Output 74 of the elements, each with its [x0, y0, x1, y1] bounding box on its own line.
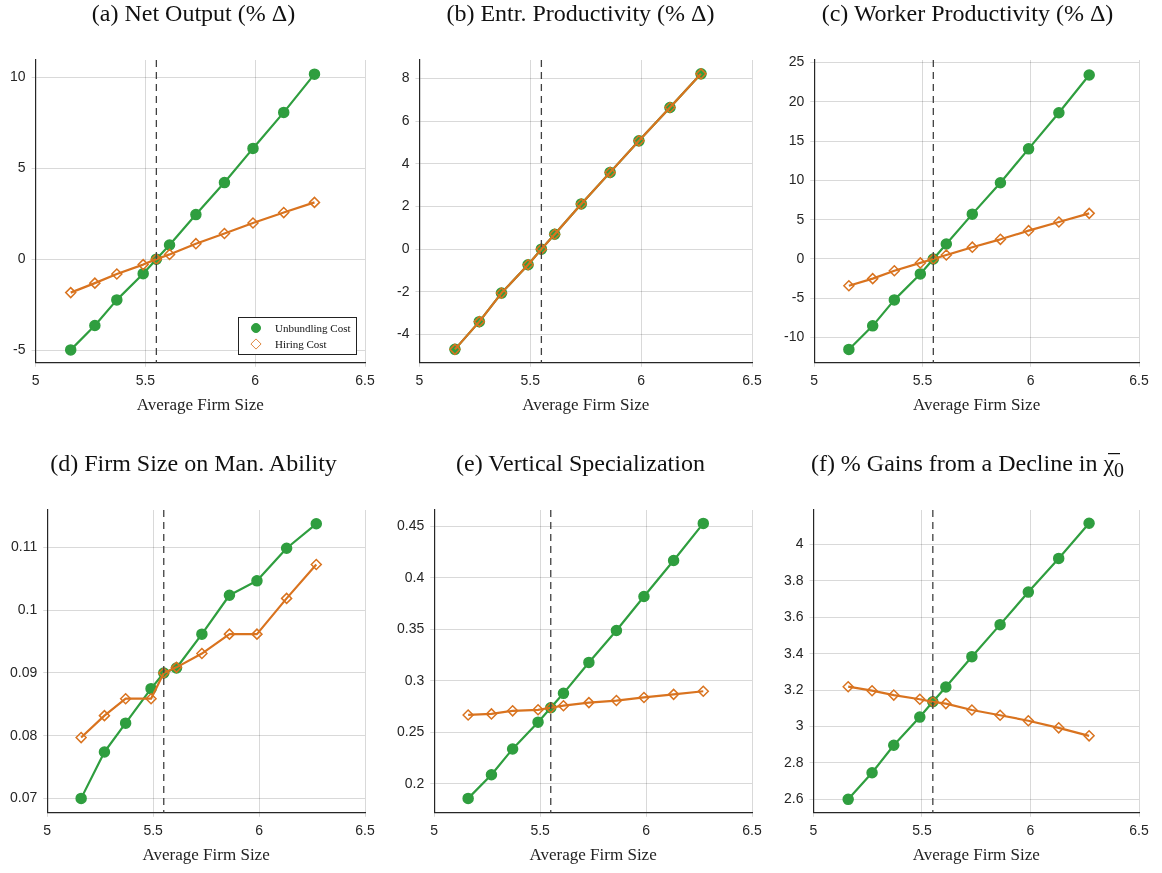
legend-label: Hiring Cost — [275, 337, 327, 350]
y-tick-label: 0.25 — [397, 723, 425, 740]
x-tick-label: 6 — [637, 372, 646, 389]
x-tick-label: 6.5 — [742, 822, 762, 839]
chart-title: (f) % Gains from a Decline in χ̅$_{0}$ — [809, 450, 1126, 482]
chart-title: (c) Worker Productivity (% Δ) — [820, 0, 1115, 27]
chart-title: (e) Vertical Specialization — [455, 450, 706, 477]
y-tick-label: -4 — [397, 325, 410, 342]
y-tick-label: 3.4 — [783, 644, 804, 661]
y-tick-label: 4 — [795, 535, 804, 552]
y-tick-label: 5 — [796, 210, 805, 227]
y-tick-label: 2 — [401, 197, 410, 214]
x-tick-label: 6 — [642, 822, 651, 839]
x-axis-title: Average Firm Size — [529, 845, 657, 865]
x-tick-label: 5 — [430, 822, 439, 839]
x-tick-label: 5.5 — [520, 372, 541, 389]
y-tick-label: 3.8 — [783, 571, 804, 588]
y-tick-label: 10 — [788, 171, 805, 188]
x-tick-label: 5.5 — [912, 372, 933, 389]
y-tick-label: 0.3 — [404, 671, 425, 688]
chart-title: (b) Entr. Productivity (% Δ) — [445, 0, 716, 27]
y-tick-label: 3.2 — [783, 681, 804, 698]
x-axis-title: Average Firm Size — [136, 395, 264, 415]
y-tick-label: 0.2 — [404, 774, 425, 791]
x-tick-label: 5 — [43, 822, 52, 839]
y-tick-label: 0.35 — [397, 620, 425, 637]
chart-title: (d) Firm Size on Man. Ability — [49, 450, 338, 477]
y-tick-label: -2 — [397, 282, 410, 299]
y-tick-label: 3 — [795, 717, 804, 734]
x-tick-label: 5.5 — [135, 372, 156, 389]
y-tick-label: -5 — [791, 289, 805, 306]
y-tick-label: 4 — [401, 154, 410, 171]
y-tick-label: 0.07 — [10, 789, 38, 806]
y-tick-label: 0.1 — [17, 601, 38, 618]
y-tick-label: 20 — [788, 92, 805, 109]
y-tick-label: 8 — [401, 69, 410, 86]
x-tick-label: 5.5 — [143, 822, 164, 839]
y-tick-label: 0.11 — [11, 538, 38, 555]
x-axis-title: Average Firm Size — [522, 395, 650, 415]
x-axis-title: Average Firm Size — [912, 845, 1040, 865]
x-tick-label: 6 — [251, 372, 260, 389]
y-tick-label: 0 — [17, 250, 26, 266]
x-tick-label: 6.5 — [1129, 372, 1149, 389]
x-tick-label: 6.5 — [355, 372, 375, 389]
x-tick-label: 6.5 — [742, 372, 762, 389]
x-tick-label: 5.5 — [912, 822, 932, 839]
y-tick-label: 0.08 — [10, 726, 38, 743]
y-tick-label: 6 — [401, 112, 410, 129]
x-tick-label: 5 — [810, 372, 819, 389]
x-axis-title: Average Firm Size — [913, 395, 1041, 415]
x-tick-label: 6 — [1026, 372, 1035, 389]
x-tick-label: 6.5 — [1129, 822, 1149, 839]
y-tick-label: 0.45 — [397, 517, 425, 534]
x-tick-label: 5 — [809, 822, 818, 839]
y-tick-label: 3.6 — [783, 608, 804, 625]
x-axis-title: Average Firm Size — [142, 845, 270, 865]
y-tick-label: 2.8 — [783, 753, 804, 770]
x-tick-label: 6 — [1026, 822, 1035, 839]
x-tick-label: 5.5 — [530, 822, 551, 839]
legend-label: Unbundling Cost — [275, 321, 351, 334]
chart-title: (a) Net Output (% Δ) — [90, 0, 297, 27]
y-tick-label: 15 — [788, 131, 805, 148]
y-tick-label: 2.6 — [783, 790, 804, 807]
y-tick-label: 25 — [788, 53, 805, 70]
y-tick-label: 0.09 — [10, 663, 38, 680]
x-tick-label: 6 — [255, 822, 264, 839]
y-tick-label: 0 — [401, 240, 410, 256]
y-tick-label: 0 — [796, 249, 805, 266]
y-tick-label: 5 — [17, 159, 26, 176]
y-tick-label: -5 — [13, 340, 26, 357]
y-tick-label: 10 — [9, 68, 26, 85]
y-tick-label: -10 — [784, 328, 805, 345]
y-tick-label: 0.4 — [404, 568, 425, 585]
x-tick-label: 6.5 — [355, 822, 375, 839]
